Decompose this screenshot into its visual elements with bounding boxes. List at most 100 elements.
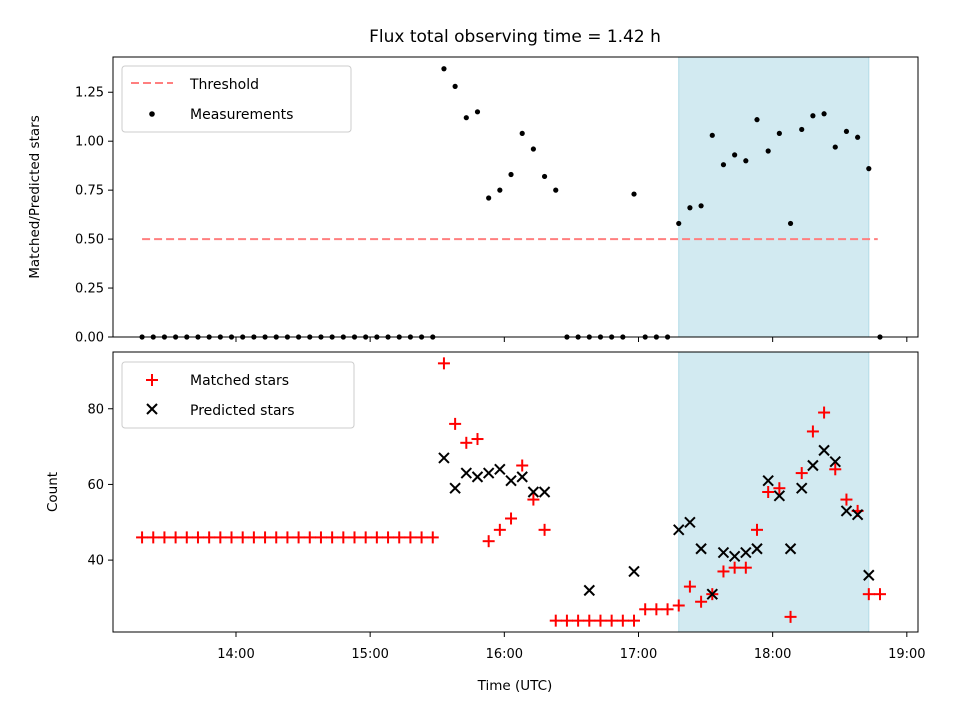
matched-star-point bbox=[751, 523, 763, 536]
matched-star-point bbox=[516, 459, 529, 472]
x-tick-label: 19:00 bbox=[888, 647, 925, 662]
matched-star-point bbox=[806, 425, 819, 438]
predicted-star-point bbox=[728, 550, 741, 563]
matched-star-point bbox=[471, 433, 484, 446]
measurement-point bbox=[631, 191, 637, 197]
measurement-point bbox=[832, 144, 838, 150]
measurement-point bbox=[720, 162, 727, 168]
matched-star-point bbox=[784, 610, 797, 623]
y-tick-label: 1.25 bbox=[75, 86, 104, 101]
legend-measurements-label: Measurements bbox=[190, 107, 293, 123]
bottom-axes-frame bbox=[112, 351, 919, 633]
y-tick-label: 60 bbox=[87, 478, 104, 493]
y-tick-label: 40 bbox=[87, 554, 104, 569]
measurement-point bbox=[810, 113, 816, 119]
matched-star-point bbox=[605, 614, 618, 627]
matched-star-point bbox=[415, 531, 428, 544]
predicted-star-point bbox=[538, 486, 551, 498]
measurement-point bbox=[855, 134, 861, 140]
x-tick-label: 16:00 bbox=[486, 647, 523, 662]
predicted-star-point bbox=[796, 482, 808, 494]
matched-star-point bbox=[594, 614, 607, 627]
matched-star-point bbox=[180, 531, 193, 544]
matched-star-point bbox=[672, 599, 685, 612]
measurement-point bbox=[709, 132, 715, 138]
bottom-x-ticks: 14:00 15:00 16:00 17:00 18:00 19:00 bbox=[217, 632, 926, 662]
y-tick-label: 0.25 bbox=[75, 282, 104, 297]
matched-star-point bbox=[460, 436, 473, 449]
y-tick-label: 1.00 bbox=[75, 135, 104, 150]
matched-star-point bbox=[840, 493, 853, 506]
matched-star-point bbox=[650, 603, 663, 616]
predicted-star-point bbox=[773, 490, 786, 502]
x-tick-label: 17:00 bbox=[620, 647, 657, 662]
matched-star-point bbox=[683, 580, 696, 593]
measurement-point bbox=[553, 187, 559, 193]
measurement-point bbox=[776, 130, 782, 136]
predicted-star-point bbox=[784, 543, 797, 555]
predicted-star-point bbox=[717, 546, 730, 559]
bottom-y-ticks: 40 60 80 bbox=[87, 402, 113, 569]
bottom-legend: Matched stars Predicted stars bbox=[121, 361, 355, 429]
x-tick-label: 14:00 bbox=[217, 647, 254, 662]
predicted-stars-points bbox=[438, 444, 875, 600]
measurement-point bbox=[765, 148, 771, 154]
predicted-star-point bbox=[829, 456, 841, 468]
matched-star-point bbox=[862, 588, 875, 601]
matched-star-point bbox=[214, 531, 227, 544]
matched-star-point bbox=[639, 603, 652, 616]
top-y-axis-label: Matched/Predicted stars bbox=[27, 115, 43, 278]
measurement-point bbox=[676, 220, 682, 227]
matched-star-point bbox=[191, 531, 204, 544]
predicted-star-point bbox=[494, 463, 506, 476]
matched-star-point bbox=[695, 595, 708, 608]
matched-star-point bbox=[449, 417, 462, 430]
measurement-point bbox=[497, 187, 503, 193]
measurement-point bbox=[519, 130, 525, 136]
matched-star-point bbox=[616, 614, 629, 627]
measurement-point bbox=[843, 128, 850, 135]
predicted-star-point bbox=[628, 565, 640, 578]
matched-star-point bbox=[873, 588, 886, 601]
predicted-star-point bbox=[762, 474, 774, 487]
matched-star-point bbox=[281, 531, 294, 544]
matched-star-point bbox=[795, 467, 808, 480]
top-x-ticks bbox=[235, 337, 908, 342]
chart-title: Flux total observing time = 1.42 h bbox=[369, 27, 661, 47]
predicted-star-point bbox=[863, 569, 875, 581]
predicted-star-point bbox=[505, 474, 517, 487]
top-panel: 0.00 0.25 0.50 0.75 1.00 1.25 Matched/Predict… bbox=[27, 56, 919, 346]
measurement-point bbox=[687, 205, 693, 211]
measurement-point bbox=[743, 158, 749, 164]
matched-star-point bbox=[337, 531, 350, 544]
measurement-point bbox=[698, 203, 704, 209]
predicted-star-point bbox=[527, 486, 540, 498]
predicted-star-point bbox=[482, 467, 495, 479]
top-y-ticks: 0.00 0.25 0.50 0.75 1.00 1.25 bbox=[75, 86, 113, 346]
x-tick-label: 15:00 bbox=[351, 647, 388, 662]
matched-star-point bbox=[326, 531, 339, 544]
x-tick-label: 18:00 bbox=[754, 647, 791, 662]
legend-threshold-label: Threshold bbox=[189, 77, 259, 93]
predicted-star-point bbox=[706, 588, 718, 600]
matched-star-point bbox=[169, 531, 182, 544]
matched-star-point bbox=[236, 531, 249, 544]
measurement-point bbox=[530, 146, 536, 152]
matched-star-point bbox=[482, 535, 495, 548]
predicted-star-point bbox=[740, 546, 752, 559]
matched-star-point bbox=[314, 531, 327, 544]
measurement-point bbox=[474, 109, 481, 115]
matched-star-point bbox=[572, 614, 585, 627]
matched-stars-points bbox=[136, 357, 886, 627]
bottom-y-axis-label: Count bbox=[45, 472, 61, 512]
matched-star-point bbox=[505, 512, 518, 525]
predicted-star-point bbox=[684, 516, 696, 528]
legend-measurements-swatch bbox=[149, 111, 155, 117]
matched-star-point bbox=[628, 614, 641, 627]
matched-star-point bbox=[560, 614, 573, 627]
predicted-star-point bbox=[818, 444, 830, 457]
measurement-point bbox=[799, 126, 805, 133]
top-legend-box bbox=[121, 65, 352, 133]
matched-star-point bbox=[393, 531, 406, 544]
